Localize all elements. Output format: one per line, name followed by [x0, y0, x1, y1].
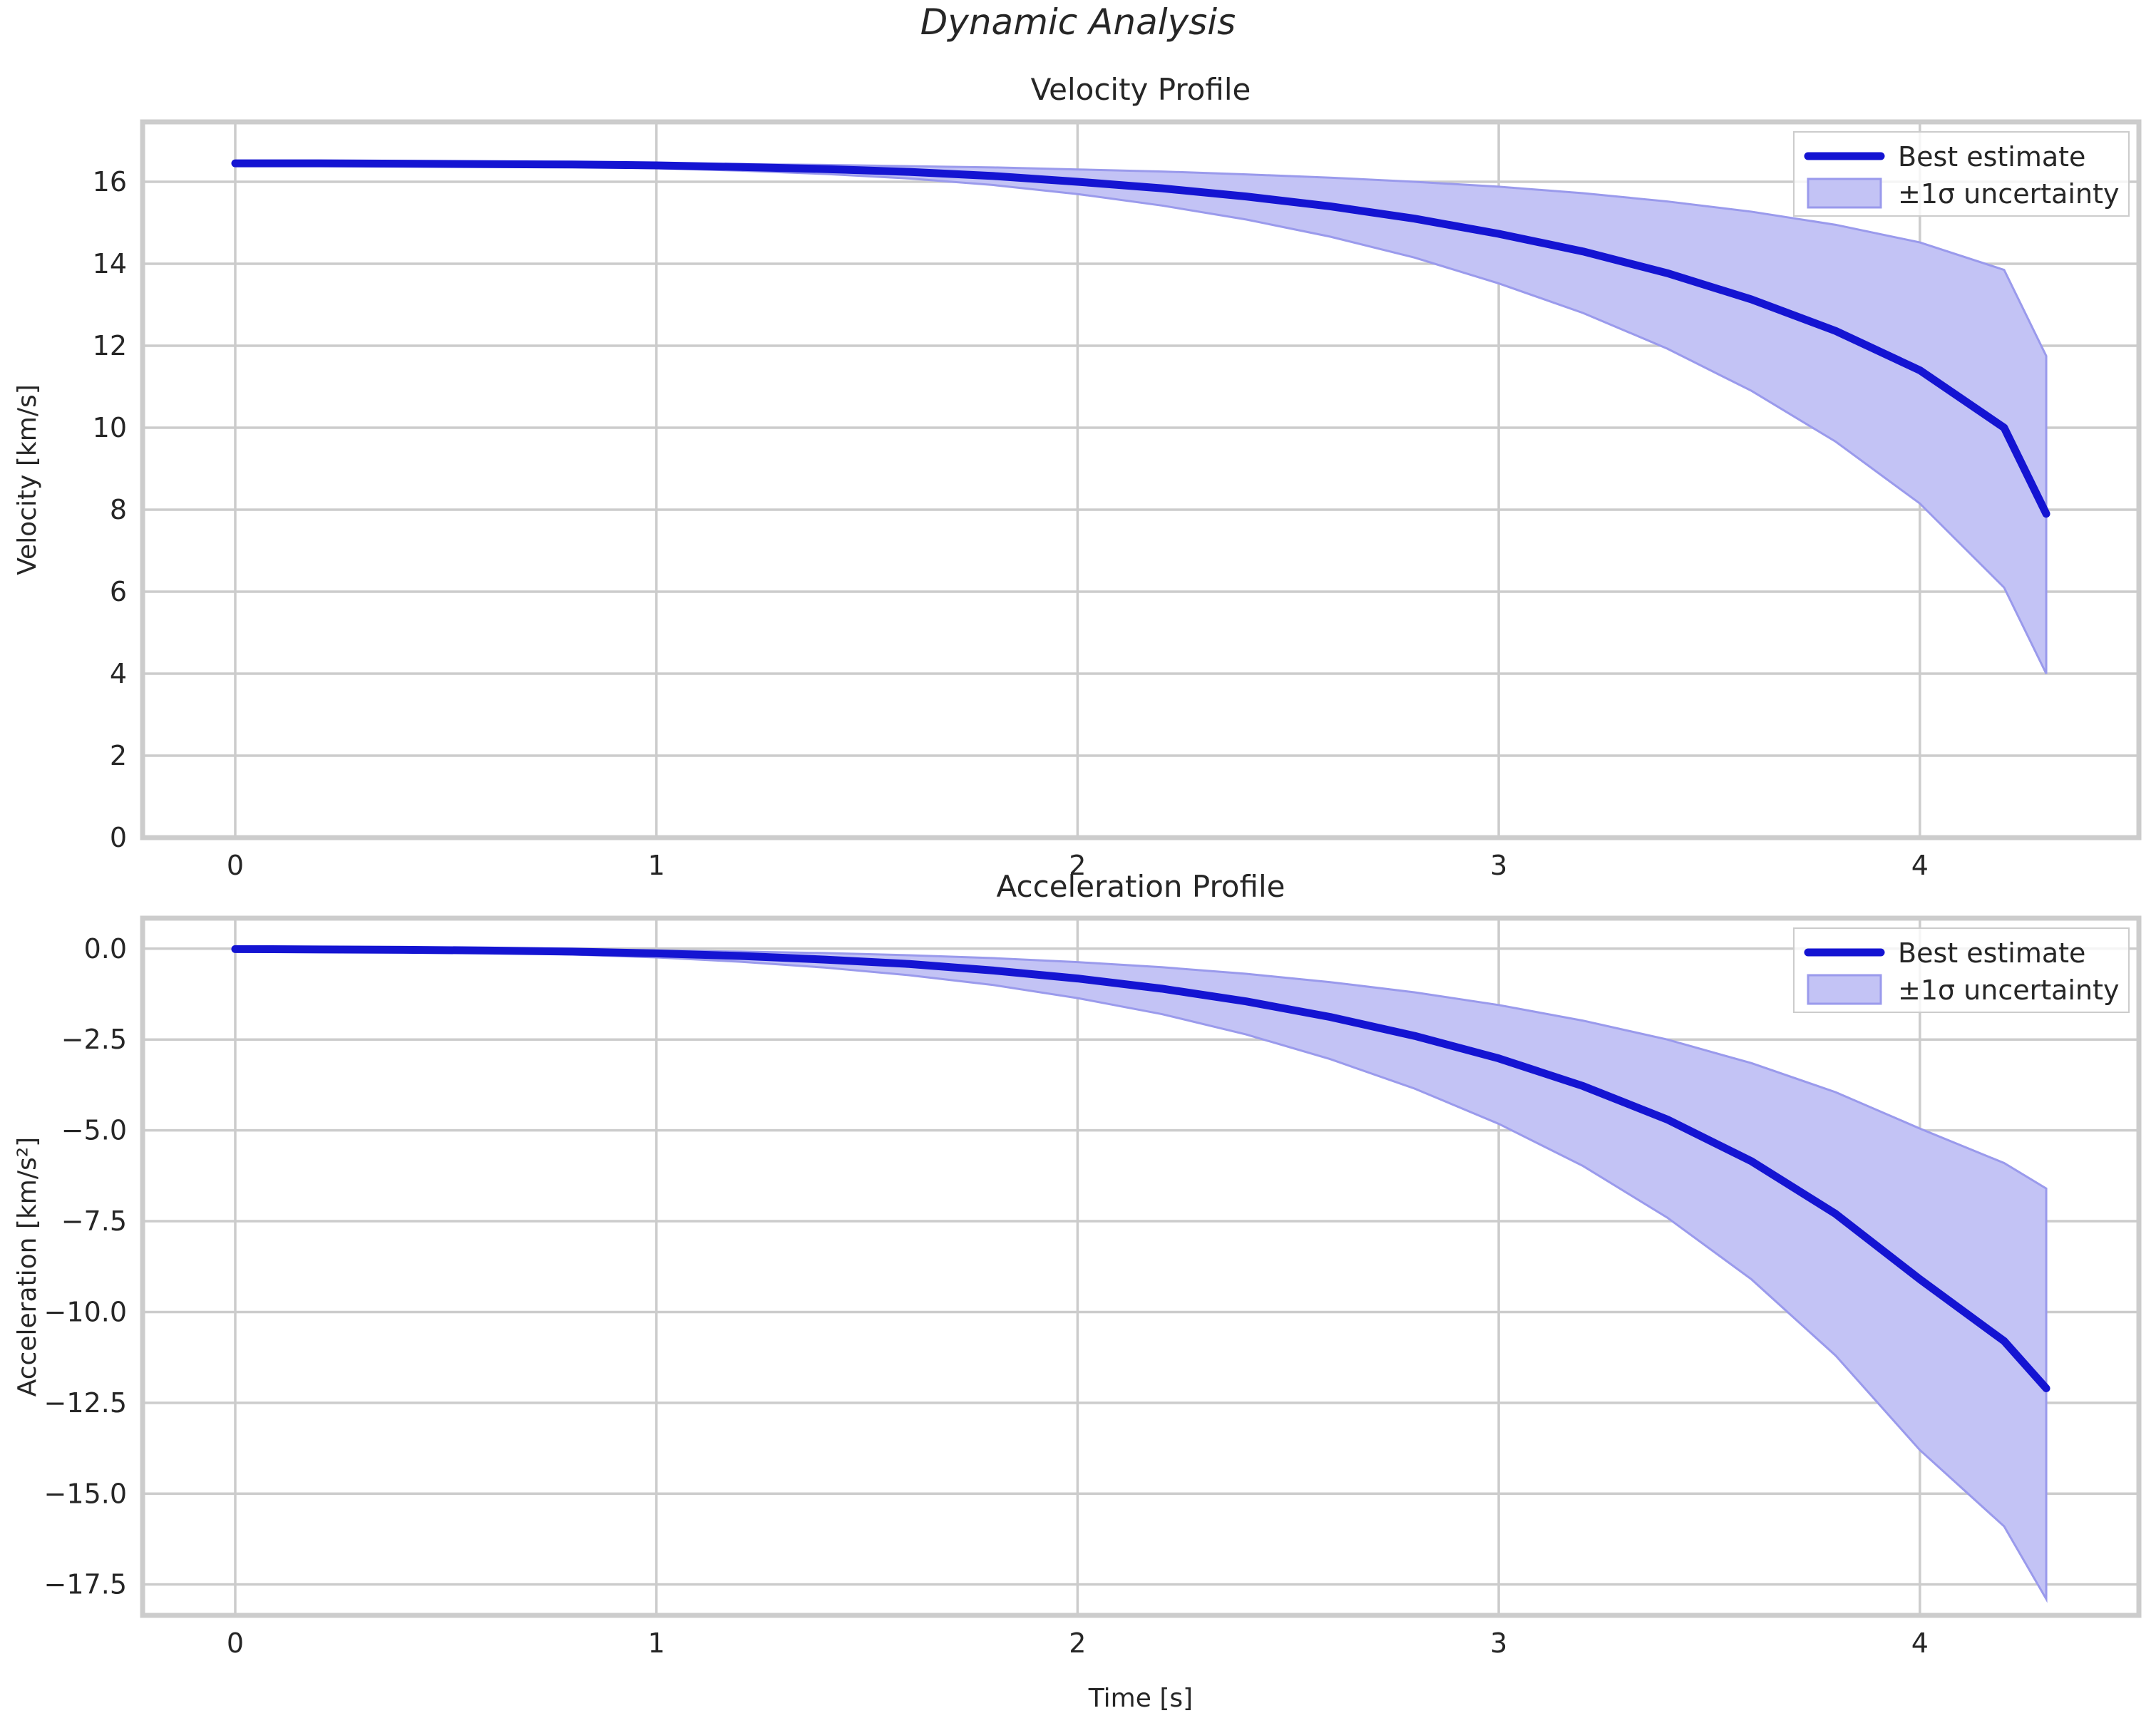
axes-spine-acceleration: [140, 915, 2142, 1618]
x-tick-label: 2: [1069, 1627, 1086, 1659]
y-tick-label: 12: [93, 330, 127, 361]
subplot-acceleration: Acceleration Profile 0.0 −2.5 −5.0 −7.5 −10.0…: [13, 869, 2142, 1713]
legend-patch-swatch: [1807, 178, 1882, 209]
legend-label: ±1σ uncertainty: [1898, 974, 2119, 1006]
x-tick-label: 0: [227, 1627, 244, 1659]
y-axis-label-velocity: Velocity [km/s]: [13, 384, 42, 575]
legend-label: Best estimate: [1898, 937, 2085, 969]
x-tick-label: 4: [1911, 1627, 1929, 1659]
x-tick-label: 3: [1490, 850, 1507, 881]
y-tick-label: −12.5: [44, 1387, 127, 1419]
axes-spine-velocity: [140, 119, 2142, 840]
y-tick-label: 6: [110, 576, 127, 607]
y-tick-label: 4: [110, 658, 127, 689]
x-tick-label: 1: [648, 850, 665, 881]
figure-suptitle: Dynamic Analysis: [920, 1, 1236, 43]
x-tick-label: 0: [227, 850, 244, 881]
x-axis-label-acceleration: Time [s]: [1088, 1684, 1193, 1713]
uncertainty-band-acceleration: [234, 947, 2048, 1603]
y-tick-label: 16: [93, 166, 127, 197]
x-tick-label: 1: [648, 1627, 665, 1659]
y-tick-label: 10: [93, 412, 127, 443]
y-tick-label: −15.0: [44, 1478, 127, 1509]
x-tick-label: 2: [1069, 850, 1086, 881]
y-tick-label: −10.0: [44, 1296, 127, 1327]
uncertainty-band-velocity: [234, 162, 2048, 674]
y-tick-label: −7.5: [61, 1205, 127, 1237]
y-tick-label: −17.5: [44, 1569, 127, 1600]
legend-acceleration: Best estimate ±1σ uncertainty: [1793, 927, 2130, 1013]
best-estimate-line-acceleration: [231, 945, 2050, 1392]
legend-label: Best estimate: [1898, 141, 2085, 173]
best-estimate-line-velocity: [231, 159, 2050, 518]
x-tick-label: 4: [1911, 850, 1929, 881]
y-tick-label: 0.0: [84, 933, 127, 965]
x-tick-label: 3: [1490, 1627, 1507, 1659]
y-tick-label: −5.0: [61, 1115, 127, 1146]
subplot-title-velocity: Velocity Profile: [1031, 72, 1251, 107]
y-tick-label: 2: [110, 740, 127, 771]
y-tick-label: 8: [110, 494, 127, 525]
legend-patch-swatch: [1807, 974, 1882, 1005]
y-tick-label: 14: [93, 248, 127, 279]
legend-velocity: Best estimate ±1σ uncertainty: [1793, 131, 2130, 217]
subplot-title-acceleration: Acceleration Profile: [997, 869, 1285, 904]
y-tick-label: −2.5: [61, 1024, 127, 1055]
legend-label: ±1σ uncertainty: [1898, 178, 2119, 210]
y-tick-label: 0: [110, 822, 127, 853]
y-axis-label-acceleration: Acceleration [km/s²]: [13, 1137, 42, 1397]
